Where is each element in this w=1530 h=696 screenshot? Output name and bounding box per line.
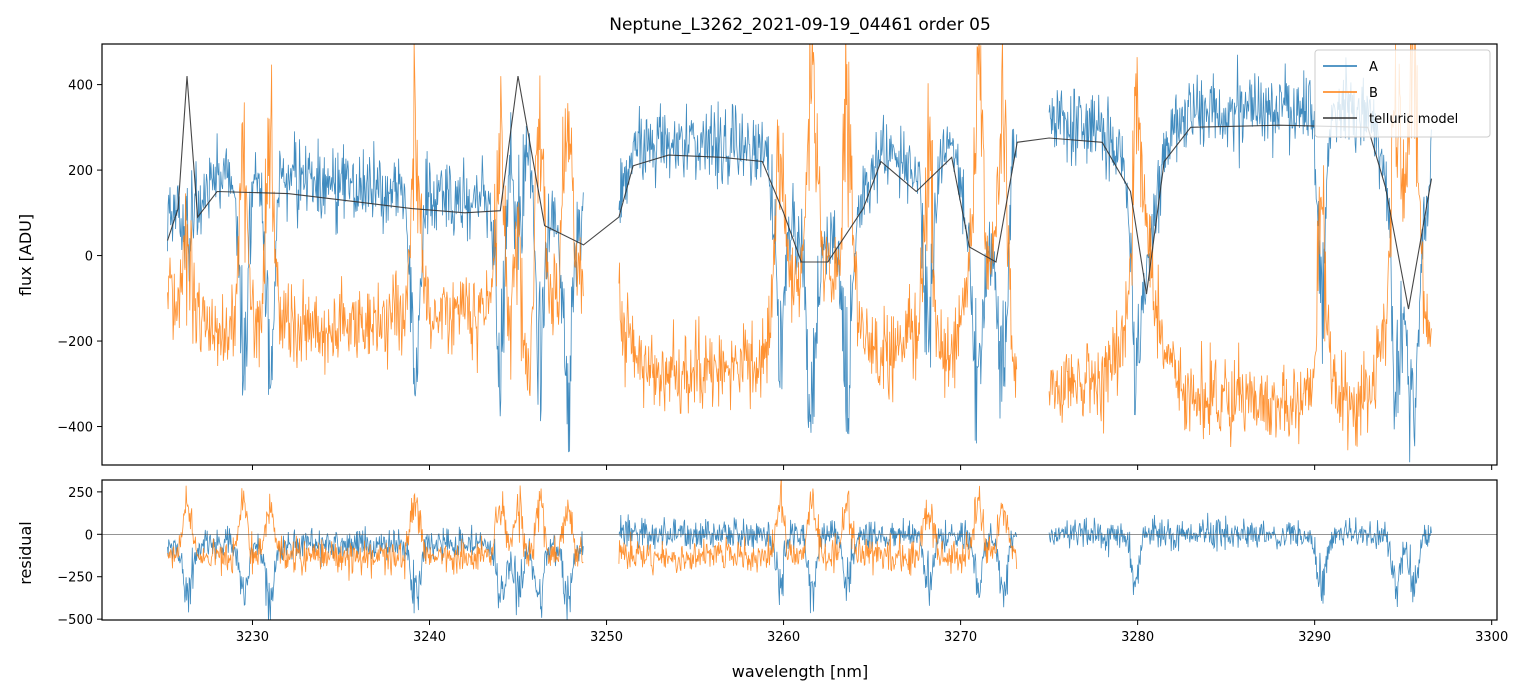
residual-y-axis-label: residual	[16, 521, 35, 584]
series-b-line	[167, 44, 584, 396]
flux-y-tick-label: 0	[85, 250, 93, 265]
legend-label-a: A	[1369, 60, 1378, 75]
residual-axes-frame	[101, 479, 1498, 621]
series-b-line	[1048, 44, 1432, 451]
flux-y-tick-label: 200	[68, 164, 93, 179]
legend-box	[1314, 49, 1491, 138]
flux-y-tick-label: 400	[68, 79, 93, 94]
flux-x-ticks	[251, 465, 1493, 470]
residual-a-line	[1048, 512, 1432, 608]
residual-x-ticks: 3230 3240 3250 3260 3270 3280 3290 3300	[236, 620, 1508, 645]
flux-y-tick-label: −200	[57, 335, 93, 350]
residual-x-tick-label: 3280	[1121, 630, 1154, 645]
flux-axes-frame	[101, 43, 1498, 466]
residual-y-tick-label: 250	[68, 486, 93, 501]
residual-panel: −500 −250 0 250 3230 3240 3250 3260 3270 3280 329…	[16, 479, 1508, 681]
flux-y-ticks: −400 −200 0 200 400	[57, 79, 102, 436]
telluric-model-line	[166, 76, 1433, 310]
residual-y-tick-label: 0	[85, 528, 93, 543]
x-axis-label: wavelength [nm]	[732, 662, 869, 681]
residual-x-tick-label: 3290	[1298, 630, 1331, 645]
residual-x-tick-label: 3300	[1475, 630, 1508, 645]
series-a-line	[167, 112, 584, 453]
residual-y-ticks: −500 −250 0 250	[57, 486, 102, 628]
residual-a-line	[167, 524, 584, 620]
flux-plot-area	[166, 44, 1433, 463]
residual-x-tick-label: 3230	[236, 630, 269, 645]
residual-x-tick-label: 3260	[767, 630, 800, 645]
legend: A B telluric model	[1314, 49, 1491, 138]
residual-plot-area	[102, 480, 1497, 620]
residual-y-tick-label: −250	[57, 571, 93, 586]
flux-y-tick-label: −400	[57, 421, 93, 436]
legend-label-b: B	[1369, 86, 1378, 101]
residual-x-tick-label: 3270	[944, 630, 977, 645]
residual-b-line	[618, 480, 1018, 576]
legend-label-telluric: telluric model	[1369, 112, 1458, 127]
residual-x-tick-label: 3240	[413, 630, 446, 645]
chart-title: Neptune_L3262_2021-09-19_04461 order 05	[609, 15, 991, 35]
flux-panel: −400 −200 0 200 400 flux [ADU] A B telluric …	[16, 43, 1498, 470]
residual-b-line	[167, 485, 584, 581]
flux-y-axis-label: flux [ADU]	[16, 214, 35, 296]
series-b-line	[618, 44, 1018, 414]
residual-y-tick-label: −500	[57, 613, 93, 628]
residual-a-line	[618, 514, 1018, 614]
residual-x-tick-label: 3250	[590, 630, 623, 645]
